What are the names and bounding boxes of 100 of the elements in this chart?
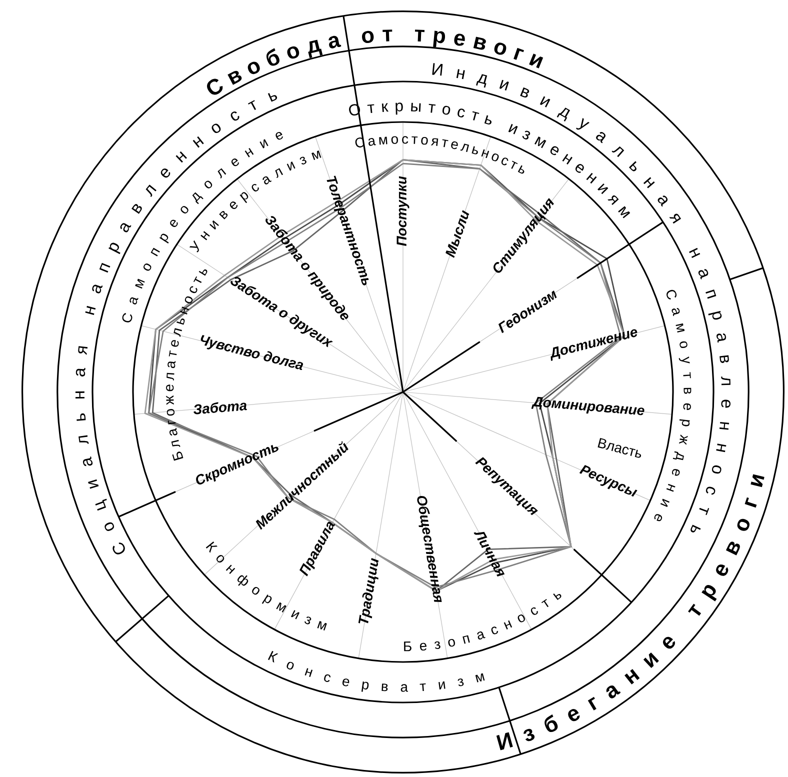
text: а xyxy=(698,269,708,280)
text: я xyxy=(669,214,682,224)
text: о xyxy=(204,180,212,188)
text: л xyxy=(78,435,89,444)
text: п xyxy=(706,289,716,299)
text: р xyxy=(240,192,248,204)
text: л xyxy=(275,168,284,178)
spoke-label: Чувство долга xyxy=(200,335,304,370)
text: с xyxy=(252,184,259,192)
text: з xyxy=(522,130,530,140)
text: ь xyxy=(268,93,278,102)
text: тк xyxy=(367,103,389,114)
text: т xyxy=(414,30,425,42)
spoke-label: Доминирование xyxy=(531,396,644,416)
text: р xyxy=(708,310,722,320)
text: р xyxy=(396,102,403,115)
text: е xyxy=(568,709,580,722)
text: во xyxy=(473,36,506,55)
text: н xyxy=(624,669,640,684)
text: о xyxy=(212,124,221,134)
text: н xyxy=(689,248,700,258)
text: в xyxy=(228,70,242,85)
spoke-label: Забота xyxy=(194,402,247,414)
text: н xyxy=(75,391,84,398)
text: р xyxy=(159,234,169,244)
text: е xyxy=(231,158,239,166)
text: е xyxy=(170,220,178,228)
text: р xyxy=(108,242,120,254)
text: И xyxy=(432,63,443,76)
text: г xyxy=(744,497,757,508)
text: я xyxy=(78,346,88,355)
text: о xyxy=(144,264,152,271)
text: С xyxy=(112,542,125,554)
text: и xyxy=(210,220,219,230)
text: Консерватизм xyxy=(268,650,485,692)
text: ы xyxy=(411,102,421,112)
text: г xyxy=(588,696,596,710)
text: я xyxy=(608,195,619,206)
text: ь xyxy=(76,413,86,421)
text: а xyxy=(76,368,86,376)
text: о xyxy=(712,465,722,474)
spoke-label: Мысли xyxy=(446,210,470,258)
text: т xyxy=(382,30,392,42)
text: да xyxy=(308,36,342,58)
text: в xyxy=(720,355,729,363)
text: ос xyxy=(442,106,465,118)
text: С xyxy=(206,78,223,95)
text: а xyxy=(596,132,606,144)
text: ц xyxy=(95,498,107,511)
text: н xyxy=(562,154,572,165)
text: а xyxy=(120,223,132,232)
text: н xyxy=(716,444,726,452)
text: м xyxy=(534,136,546,148)
text: н xyxy=(244,148,254,158)
text: л xyxy=(146,184,156,197)
text: р xyxy=(702,584,717,602)
text: У xyxy=(189,240,199,252)
text: о xyxy=(248,62,260,74)
text: е xyxy=(721,400,730,408)
text: е xyxy=(716,564,728,576)
text: и xyxy=(529,54,544,68)
text: н xyxy=(200,231,210,240)
text: ди xyxy=(476,74,509,91)
text: е xyxy=(575,164,584,173)
text: л xyxy=(218,168,226,178)
text: г xyxy=(514,48,524,60)
text: в xyxy=(726,542,740,556)
text: н xyxy=(176,151,187,163)
text: е xyxy=(230,202,238,210)
spoke-label: Традиции xyxy=(358,558,379,624)
text: и xyxy=(286,162,296,171)
text: м xyxy=(618,206,630,218)
text: в xyxy=(219,211,228,220)
text: о xyxy=(104,522,114,531)
text: Самоутверждение xyxy=(654,290,692,522)
text: м xyxy=(135,278,145,289)
text: т xyxy=(688,604,702,616)
text: в xyxy=(520,87,530,98)
text: д xyxy=(192,192,204,204)
text: т xyxy=(248,100,256,110)
text: а xyxy=(658,196,668,207)
text: и xyxy=(598,183,608,194)
text: е xyxy=(454,34,465,46)
text: е xyxy=(276,132,283,140)
text: а xyxy=(716,333,726,343)
text: Власть xyxy=(598,438,642,458)
text: С xyxy=(122,313,132,322)
text: н xyxy=(192,136,204,148)
text: н xyxy=(719,422,730,430)
text: р xyxy=(433,30,446,48)
text: ть xyxy=(472,111,492,124)
text: И xyxy=(496,732,513,750)
text: т xyxy=(428,104,436,113)
text: н xyxy=(643,177,655,188)
text: н xyxy=(456,69,465,80)
text: м xyxy=(312,150,322,160)
text: с xyxy=(706,486,716,495)
text: н xyxy=(586,172,597,184)
text: н xyxy=(85,306,96,315)
text: ь xyxy=(690,524,701,532)
